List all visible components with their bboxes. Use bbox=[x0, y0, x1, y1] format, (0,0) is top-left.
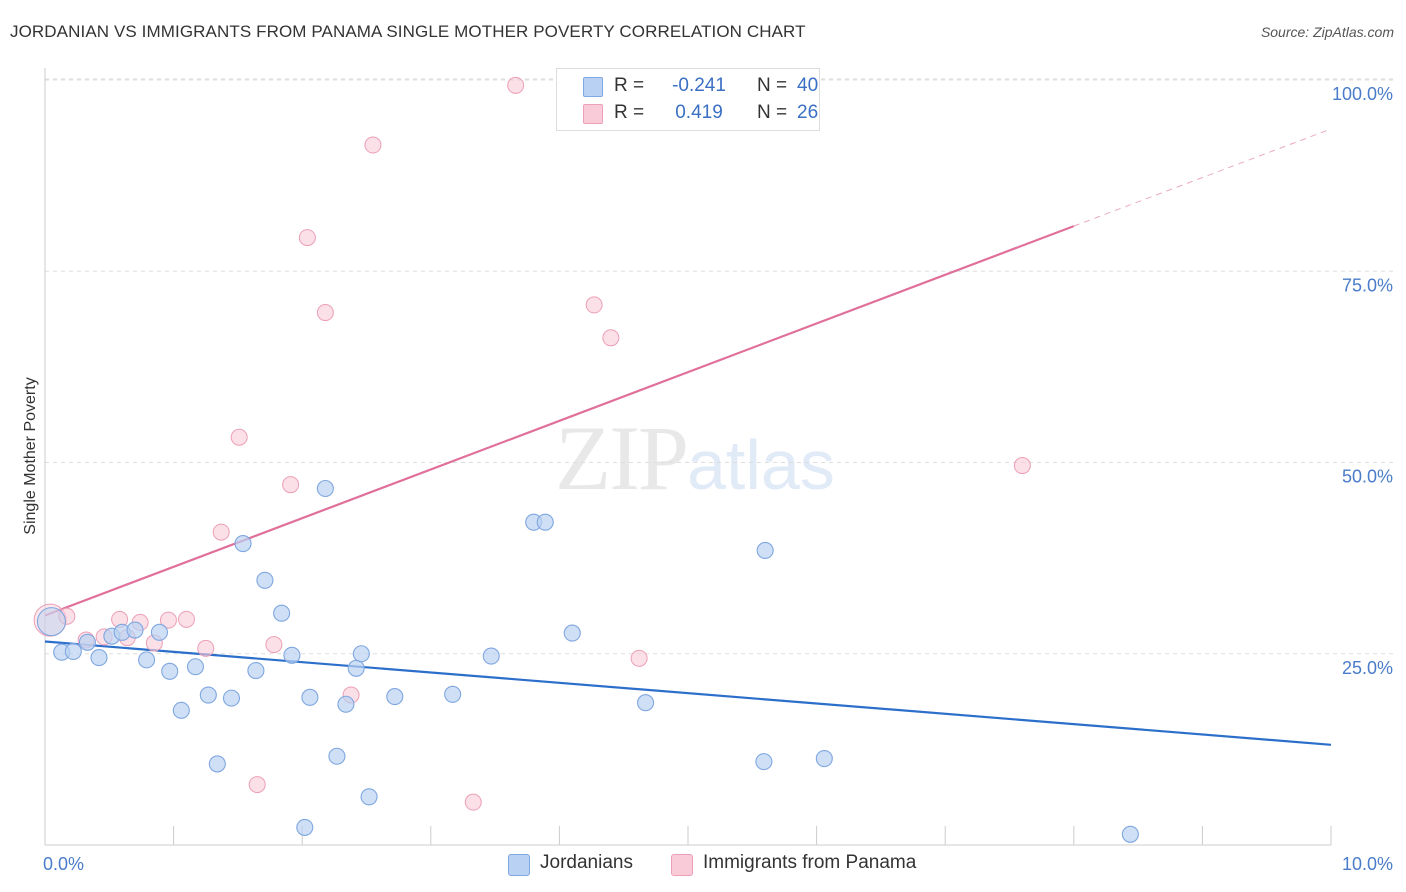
legend-label-panama: Immigrants from Panama bbox=[703, 852, 917, 873]
point-panama bbox=[464, 793, 482, 811]
legend-n-label: N = bbox=[757, 75, 788, 96]
legend-swatch-blue bbox=[508, 854, 530, 876]
point-jordanians bbox=[755, 753, 773, 771]
point-jordanians bbox=[64, 642, 82, 661]
point-jordanians bbox=[386, 688, 404, 706]
series-legend: Jordanians Immigrants from Panama bbox=[0, 852, 1406, 876]
legend-n-value: 26 bbox=[797, 102, 819, 123]
point-jordanians bbox=[328, 747, 346, 765]
point-panama bbox=[585, 296, 603, 314]
legend-swatch-blue bbox=[583, 77, 603, 97]
point-jordanians bbox=[337, 695, 355, 713]
point-jordanians bbox=[208, 755, 226, 773]
point-jordanians bbox=[150, 623, 169, 641]
point-jordanians bbox=[273, 604, 291, 622]
point-panama bbox=[364, 136, 382, 154]
legend-label-jordanians: Jordanians bbox=[540, 852, 633, 873]
point-panama bbox=[298, 229, 316, 247]
point-jordanians bbox=[172, 701, 190, 719]
point-jordanians bbox=[36, 607, 66, 637]
point-jordanians bbox=[637, 694, 655, 712]
trend-line-panama bbox=[44, 225, 1075, 617]
point-jordanians bbox=[78, 633, 96, 651]
point-jordanians bbox=[222, 689, 241, 707]
point-jordanians bbox=[360, 788, 378, 806]
point-panama bbox=[159, 611, 177, 629]
point-jordanians bbox=[352, 645, 370, 663]
point-jordanians bbox=[301, 688, 319, 706]
point-jordanians bbox=[563, 624, 581, 642]
legend-r-value: 0.419 bbox=[675, 102, 723, 123]
trend-line-panama-extension bbox=[1073, 128, 1332, 227]
legend-r-label: R = bbox=[614, 102, 645, 123]
y-tick-label: 25.0% bbox=[1342, 658, 1393, 678]
point-jordanians bbox=[256, 571, 274, 589]
y-tick-label: 75.0% bbox=[1342, 275, 1393, 295]
point-jordanians bbox=[815, 750, 833, 768]
point-jordanians bbox=[186, 658, 205, 676]
point-jordanians bbox=[90, 649, 108, 667]
point-jordanians bbox=[247, 662, 265, 680]
y-tick-label: 50.0% bbox=[1342, 467, 1393, 487]
legend-n-label: N = bbox=[757, 102, 788, 123]
data-points bbox=[33, 76, 1139, 843]
watermark-zip: ZIP bbox=[555, 407, 689, 509]
point-panama bbox=[1013, 457, 1031, 475]
point-jordanians bbox=[234, 535, 252, 553]
legend-r-label: R = bbox=[614, 75, 645, 96]
correlation-legend: R = -0.241 N = 40 R = 0.419 N = 26 bbox=[556, 68, 820, 131]
point-jordanians bbox=[199, 686, 217, 704]
trend-line-jordanians bbox=[44, 640, 1332, 746]
y-tick-label: 100.0% bbox=[1332, 84, 1393, 104]
point-jordanians bbox=[444, 685, 462, 703]
source-label: Source: ZipAtlas.com bbox=[1260, 24, 1394, 40]
point-jordanians bbox=[316, 479, 334, 498]
chart-title: JORDANIAN VS IMMIGRANTS FROM PANAMA SING… bbox=[10, 22, 806, 41]
point-panama bbox=[265, 636, 283, 654]
tick-labels: 25.0% 50.0% 75.0% 100.0% 0.0% 10.0% bbox=[43, 84, 1393, 874]
legend-swatch-pink bbox=[583, 104, 603, 124]
y-axis-label: Single Mother Poverty bbox=[22, 377, 39, 534]
point-panama bbox=[316, 304, 334, 322]
point-panama bbox=[282, 476, 300, 494]
trend-lines bbox=[44, 128, 1332, 746]
point-panama bbox=[630, 649, 648, 667]
point-jordanians bbox=[482, 647, 500, 665]
legend-r-value: -0.241 bbox=[672, 75, 726, 96]
legend-n-value: 40 bbox=[797, 75, 819, 96]
x-tick-label: 0.0% bbox=[43, 854, 84, 874]
point-jordanians bbox=[1121, 825, 1139, 843]
legend-swatch-pink bbox=[671, 854, 693, 876]
point-jordanians bbox=[138, 651, 156, 669]
point-panama bbox=[177, 610, 195, 628]
point-panama bbox=[248, 776, 266, 794]
point-panama bbox=[507, 76, 525, 94]
point-panama bbox=[602, 329, 620, 347]
watermark: ZIPatlas bbox=[555, 405, 835, 511]
point-panama bbox=[197, 639, 215, 657]
point-jordanians bbox=[536, 513, 554, 531]
point-jordanians bbox=[296, 818, 314, 836]
point-jordanians bbox=[126, 621, 144, 639]
point-panama bbox=[230, 428, 248, 446]
point-jordanians bbox=[347, 659, 365, 677]
point-jordanians bbox=[161, 662, 179, 680]
point-panama bbox=[212, 523, 230, 541]
point-jordanians bbox=[756, 541, 774, 560]
watermark-atlas: atlas bbox=[687, 426, 835, 504]
grid-lines bbox=[45, 78, 1393, 655]
x-tick-label: 10.0% bbox=[1342, 854, 1393, 874]
point-jordanians bbox=[283, 646, 301, 664]
